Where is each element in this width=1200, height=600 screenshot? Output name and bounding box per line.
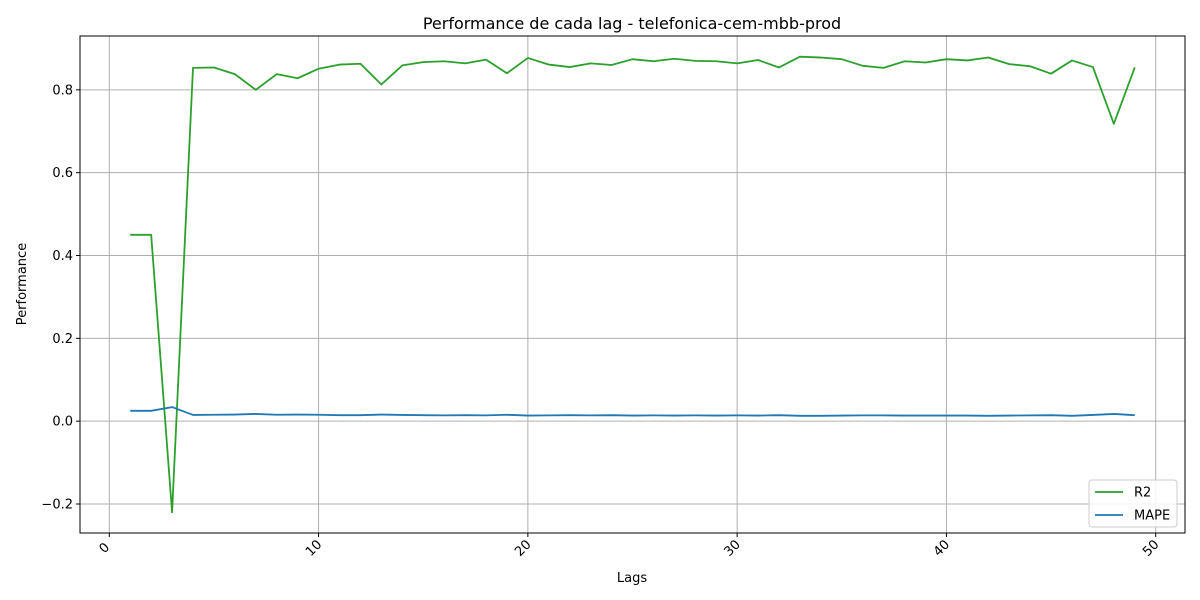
chart-title: Performance de cada lag - telefonica-cem… [423, 14, 841, 33]
series-line-mape [130, 406, 1135, 417]
x-axis-label: Lags [617, 571, 647, 586]
y-axis-ticks: −0.2 0.0 0.2 0.4 0.6 0.8 [41, 83, 80, 513]
y-axis-label: Performance [15, 243, 30, 325]
series-lines [130, 55, 1136, 514]
plot-frame [79, 35, 1186, 534]
y-tick-label: 0.4 [52, 249, 73, 264]
grid-lines [80, 36, 1185, 533]
y-tick-label: 0.6 [52, 166, 73, 181]
y-tick-label: 0.2 [52, 332, 73, 347]
series-line-r2 [130, 55, 1136, 514]
y-tick-label: 0.0 [52, 415, 73, 430]
legend-label-r2: R2 [1134, 486, 1151, 501]
legend-label-mape: MAPE [1134, 509, 1170, 524]
y-tick-label: −0.2 [41, 498, 73, 513]
y-tick-label: 0.8 [52, 83, 73, 98]
legend: R2 MAPE [1088, 479, 1178, 528]
